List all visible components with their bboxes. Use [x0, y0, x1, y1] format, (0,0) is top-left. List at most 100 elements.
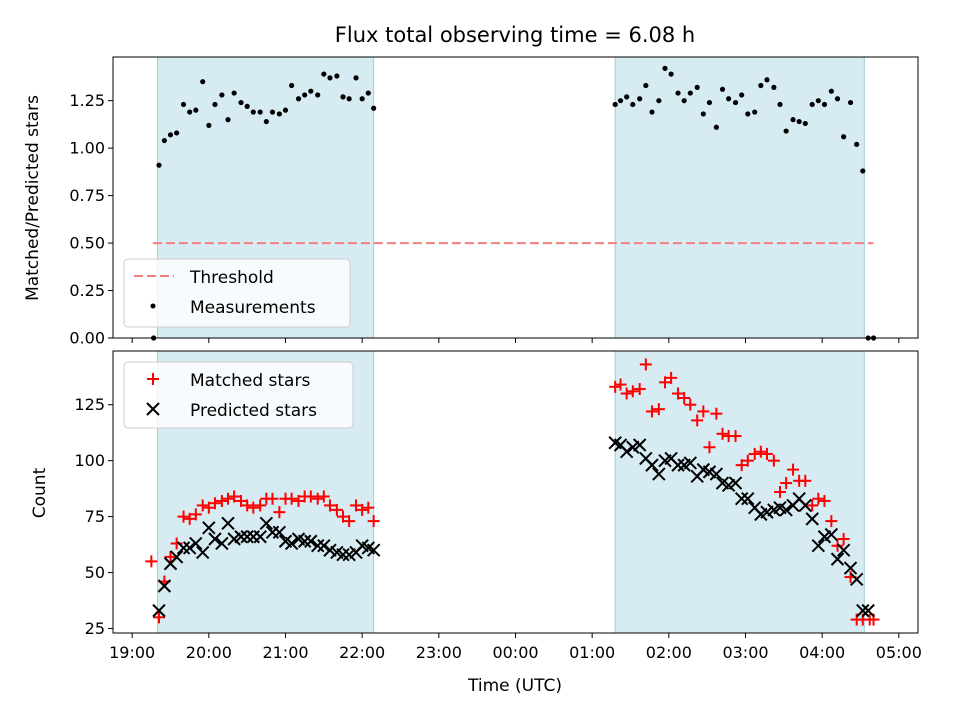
bottom-axes-frame — [112, 350, 919, 634]
measurement-point — [321, 71, 327, 77]
measurement-point — [302, 92, 308, 98]
predicted-star-marker — [169, 550, 184, 564]
matched-star-marker — [767, 454, 780, 467]
matched-star-marker — [703, 441, 716, 454]
measurement-point — [802, 120, 808, 127]
y-tick-label: 0.50 — [69, 234, 105, 253]
measurement-point — [359, 96, 365, 102]
matched-star-marker — [626, 385, 639, 398]
top-shaded-regions — [156, 56, 865, 339]
matched-star-marker — [164, 550, 177, 563]
measurement-point — [238, 99, 244, 106]
measurement-point — [353, 75, 359, 81]
measurement-point — [244, 103, 250, 109]
predicted-star-marker — [304, 534, 318, 548]
x-tick-label: 00:00 — [492, 643, 538, 662]
matched-star-marker — [153, 611, 165, 624]
x-tick-label: 23:00 — [416, 643, 462, 662]
x-tick-label: 20:00 — [186, 643, 232, 662]
predicted-star-marker — [843, 561, 858, 575]
matched-star-marker — [145, 555, 158, 568]
measurement-point — [649, 109, 655, 115]
top-panel: 0.00 0.25 0.50 0.75 1.00 1.25 Matched/Predict… — [23, 56, 919, 348]
top-data-marks — [151, 65, 877, 341]
matched-star-marker — [818, 494, 831, 507]
matched-star-marker — [330, 503, 343, 516]
matched-star-marker — [645, 405, 658, 418]
measurement-point — [834, 96, 841, 102]
predicted-star-marker — [240, 530, 254, 544]
predicted-star-marker — [310, 539, 325, 553]
x-tick-label: 22:00 — [339, 643, 385, 662]
y-tick-label: 0.75 — [69, 186, 105, 205]
measurement-point — [346, 96, 352, 102]
x-tick-label: 01:00 — [569, 643, 615, 662]
predicted-star-marker — [849, 572, 864, 586]
x-tick-label: 19:00 — [109, 643, 155, 662]
measurement-point — [371, 105, 377, 111]
measurement-point — [200, 79, 206, 85]
measurement-point — [219, 92, 225, 98]
predicted-star-marker — [208, 532, 222, 546]
measurement-point — [276, 111, 282, 117]
observation-window — [614, 350, 865, 634]
matched-star-marker — [202, 501, 215, 514]
matched-star-marker — [311, 492, 324, 505]
matched-star-marker — [665, 371, 678, 384]
matched-star-marker — [254, 499, 267, 512]
y-tick-label: 100 — [74, 451, 105, 470]
measurement-point — [706, 99, 713, 106]
top-legend-box — [123, 258, 351, 328]
bottom-legend-box — [123, 361, 354, 429]
measurement-point — [193, 107, 199, 113]
predicted-star-marker — [234, 530, 248, 544]
x-tick-label: 04:00 — [799, 643, 845, 662]
predicted-star-marker — [152, 603, 166, 618]
measurement-point — [315, 92, 321, 98]
matched-star-marker — [208, 497, 221, 510]
bottom-legend: Matched stars Predicted stars — [123, 361, 354, 429]
predicted-star-marker — [728, 476, 743, 490]
x-tick-label: 05:00 — [876, 643, 922, 662]
predicted-star-marker — [805, 512, 819, 526]
matched-star-marker — [247, 501, 260, 514]
matched-star-marker — [633, 383, 646, 396]
matched-star-marker — [215, 494, 228, 507]
y-tick-label: 1.00 — [69, 139, 105, 158]
matched-star-marker — [716, 427, 729, 440]
measurement-point — [263, 118, 269, 125]
matched-star-marker — [609, 380, 622, 393]
measurement-point — [777, 101, 783, 108]
matched-star-marker — [697, 405, 710, 418]
measurement-point — [161, 137, 167, 144]
measurement-point — [225, 117, 231, 123]
y-tick-label: 0.00 — [69, 329, 105, 348]
bottom-ticks: 25 50 75 100 125 19:00 20:00 21:00 22:00 23:00 00:… — [74, 395, 921, 662]
measurement-point — [700, 111, 706, 117]
matched-star-marker — [780, 477, 793, 490]
matched-star-marker — [273, 506, 286, 519]
matched-star-marker — [748, 447, 761, 460]
measurement-point — [713, 124, 719, 130]
predicted-star-marker — [202, 521, 216, 535]
matched-star-marker — [652, 403, 665, 416]
measurement-point — [334, 73, 340, 79]
matched-star-marker — [710, 407, 723, 420]
bottom-shaded-regions — [156, 350, 865, 634]
measurement-point — [719, 86, 726, 92]
measurement-point — [854, 141, 860, 147]
measurements-legend-swatch — [150, 303, 156, 309]
measurement-point — [206, 122, 212, 128]
measurement-point — [726, 96, 732, 102]
predicted-star-marker — [336, 547, 350, 562]
matched-star-marker — [177, 510, 190, 523]
measurement-point — [828, 88, 834, 94]
matched-star-marker — [760, 447, 773, 460]
y-tick-label: 25 — [85, 619, 105, 638]
predicted-star-marker — [284, 536, 299, 551]
measurement-point — [180, 101, 187, 108]
matched-star-marker — [189, 508, 202, 521]
measurement-point — [739, 92, 745, 98]
measurement-point — [809, 101, 815, 108]
